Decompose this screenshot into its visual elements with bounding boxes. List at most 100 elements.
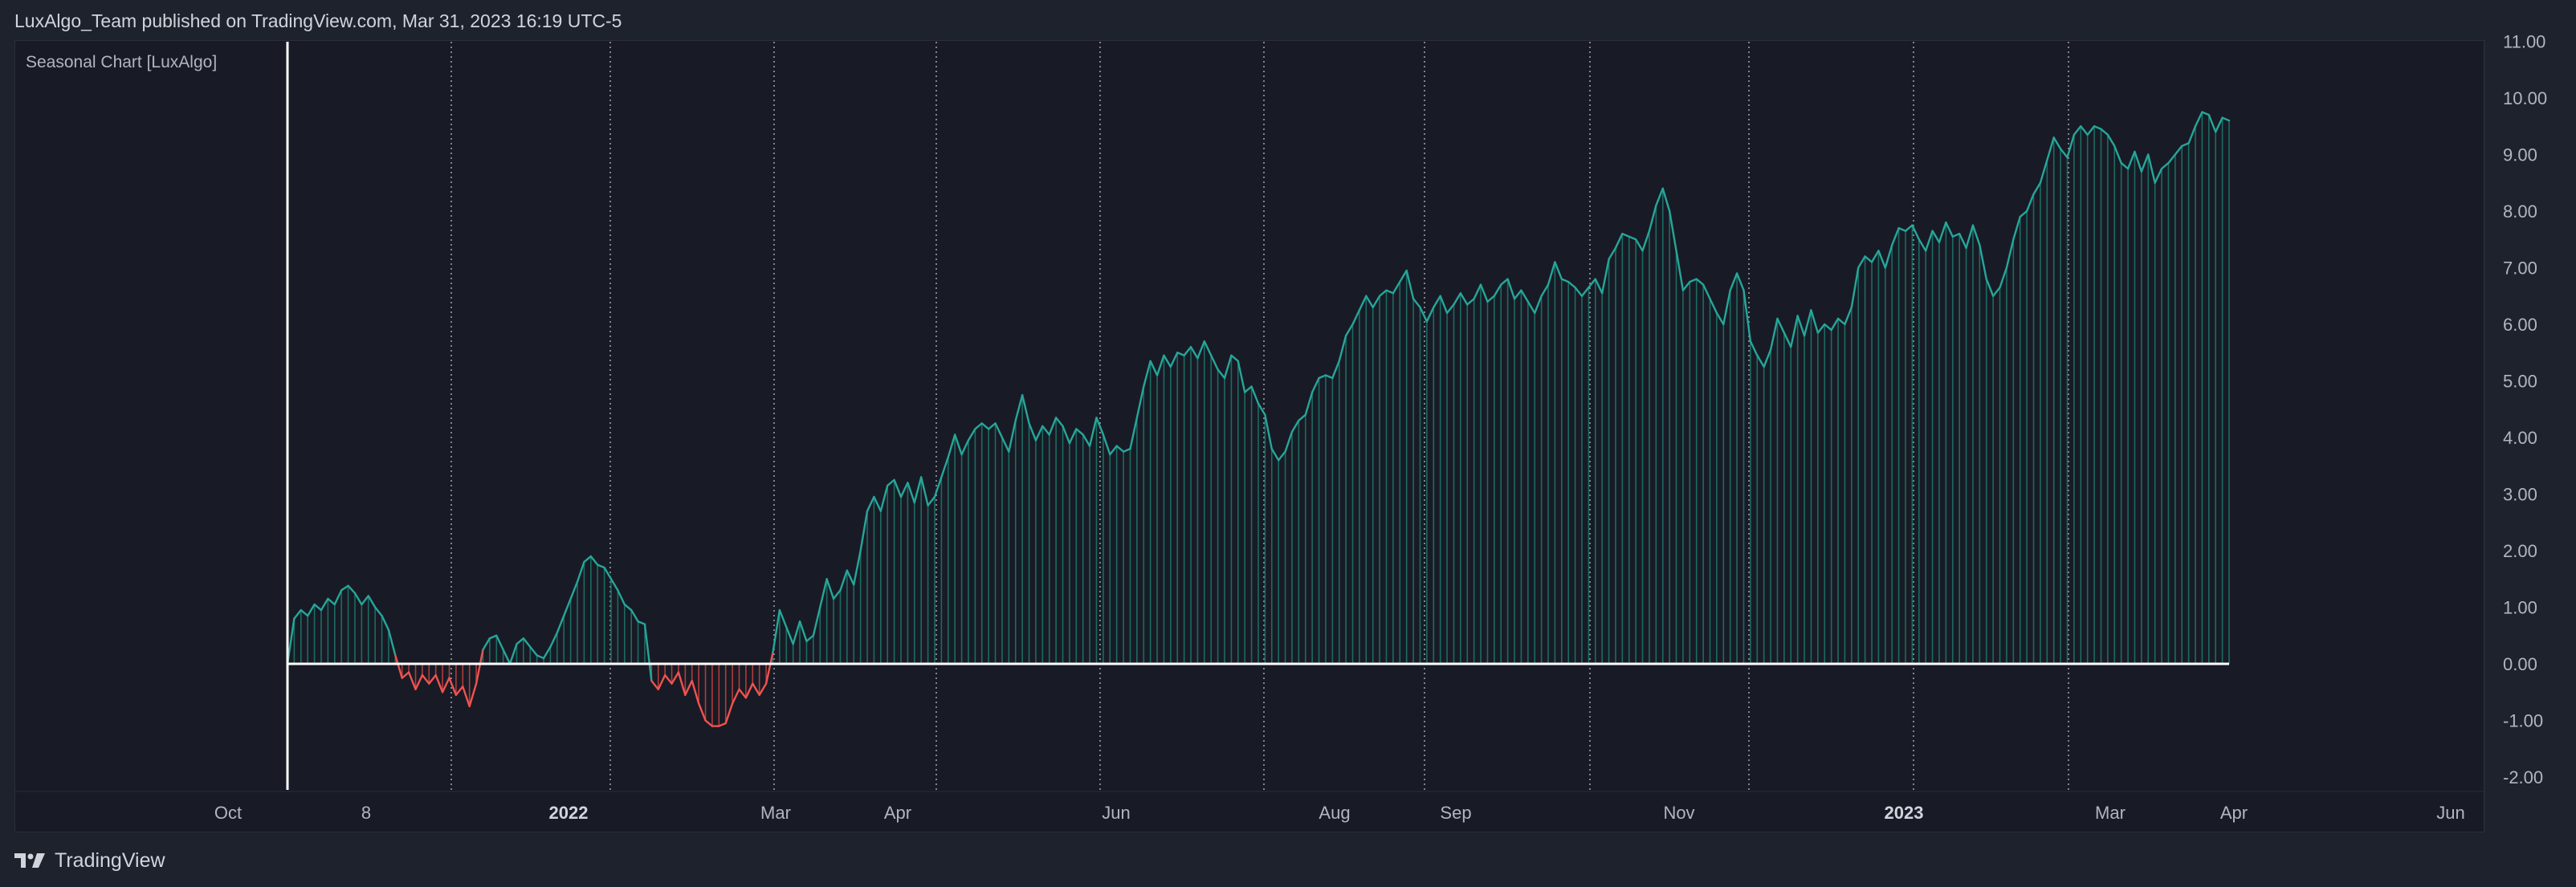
series-line-segment: [2147, 153, 2156, 184]
x-tick-label: Jun: [1102, 803, 1130, 823]
series-line-segment: [2194, 111, 2203, 128]
series-line-segment: [1803, 309, 1812, 337]
series-line-segment: [772, 608, 781, 654]
series-line-segment: [542, 645, 552, 660]
series-line-segment: [1756, 354, 1765, 368]
series-line-segment: [2221, 116, 2231, 122]
tradingview-logo[interactable]: TradingView: [13, 844, 165, 877]
series-line-segment: [2039, 159, 2048, 184]
series-line-segment: [1965, 224, 1975, 250]
series-line-segment: [1918, 238, 1927, 252]
series-line-segment: [987, 422, 997, 430]
tradingview-brand: TradingView: [55, 848, 165, 872]
series-line-segment: [1580, 286, 1590, 297]
series-line-segment: [1870, 250, 1880, 263]
series-line-segment: [387, 629, 397, 657]
series-line-segment: [2059, 148, 2069, 159]
series-line-segment: [2140, 153, 2150, 173]
series-line-segment: [1290, 419, 1300, 433]
series-line-segment: [1453, 292, 1462, 306]
series-line-segment: [1526, 300, 1536, 315]
series-line-segment: [899, 482, 909, 498]
series-line-segment: [1513, 289, 1522, 300]
series-line-segment: [609, 578, 619, 592]
series-line-segment: [2086, 125, 2096, 136]
y-tick-label: -2.00: [2503, 767, 2543, 787]
header-bar: LuxAlgo_Team published on TradingView.co…: [0, 0, 2576, 42]
series-line-segment: [1392, 280, 1401, 295]
series-line-segment: [1310, 376, 1320, 393]
series-line-segment: [1540, 283, 1550, 297]
series-line-segment: [448, 677, 458, 696]
series-line-segment: [2073, 125, 2082, 136]
series-line-segment: [300, 608, 309, 617]
series-line-segment: [1284, 430, 1294, 453]
indicator-legend-label[interactable]: Seasonal Chart [LuxAlgo]: [26, 53, 218, 71]
x-tick-label: Apr: [2220, 803, 2248, 823]
series-line-segment: [1742, 289, 1752, 343]
series-line-segment: [785, 625, 794, 645]
series-line-segment: [623, 603, 633, 612]
series-line-segment: [657, 673, 666, 690]
series-line-segment: [2093, 125, 2102, 130]
x-tick-label: Mar: [760, 803, 791, 823]
series-line-segment: [1769, 317, 1779, 351]
series-line-segment: [1230, 354, 1240, 363]
series-line-segment: [1790, 315, 1799, 348]
series-line-segment: [1588, 278, 1596, 289]
y-tick-label: 9.00: [2503, 145, 2537, 165]
series-line-segment: [1041, 425, 1050, 436]
series-line-segment: [2025, 193, 2035, 213]
series-line-segment: [2187, 125, 2197, 144]
series-line-segment: [1897, 226, 1907, 232]
chart-pane[interactable]: [14, 40, 2484, 832]
y-tick-label: 6.00: [2503, 315, 2537, 335]
series-line-segment: [1621, 233, 1630, 238]
x-tick-label: 8: [361, 803, 371, 823]
series-line-segment: [462, 686, 471, 708]
y-tick-label: -1.00: [2503, 711, 2543, 731]
series-line-segment: [1176, 352, 1185, 356]
series-line-segment: [522, 637, 532, 649]
series-line-segment: [549, 632, 559, 649]
series-line-segment: [454, 686, 464, 696]
series-line-segment: [1971, 224, 1981, 246]
series-line-segment: [2134, 150, 2143, 173]
series-line-segment: [691, 679, 700, 705]
series-line-segment: [1183, 346, 1192, 356]
y-axis[interactable]: 11.00 10.00 9.00 8.00 7.00 6.00 5.00 4.00 3.00 2.…: [2503, 32, 2547, 788]
series-line-segment: [421, 673, 430, 685]
series-line-segment: [1824, 323, 1832, 332]
series-line-segment: [1702, 283, 1711, 300]
series-line-segment: [940, 456, 949, 478]
series-line-segment: [441, 677, 450, 694]
publication-info: LuxAlgo_Team published on TradingView.co…: [14, 10, 622, 31]
series-line-segment: [373, 606, 383, 617]
series-line-segment: [1210, 354, 1219, 371]
series-line-segment: [1223, 354, 1233, 380]
series-line-segment: [1493, 283, 1502, 297]
series-line-segment: [327, 597, 336, 606]
y-tick-label: 0.00: [2503, 654, 2537, 674]
x-axis[interactable]: Oct 8 2022 Mar Apr Jun Aug Sep Nov 2023 Mar Apr Jun: [214, 803, 2465, 823]
series-line-segment: [1614, 233, 1624, 250]
series-line-segment: [1088, 417, 1098, 447]
series-line-segment: [495, 634, 504, 651]
series-line-segment: [2113, 144, 2122, 165]
series-line-segment: [353, 592, 363, 606]
series-line-segment: [839, 569, 849, 592]
series-line-segment: [1776, 317, 1786, 334]
series-line-segment: [1722, 289, 1731, 326]
y-tick-label: 4.00: [2503, 428, 2537, 448]
series-line-segment: [414, 673, 424, 690]
series-line-segment: [468, 682, 478, 708]
series-line-segment: [1378, 289, 1388, 297]
series-line-segment: [333, 589, 343, 606]
series-line-segment: [637, 620, 646, 625]
series-line-segment: [805, 634, 815, 642]
y-tick-label: 11.00: [2503, 32, 2545, 52]
series-line-segment: [1689, 278, 1698, 283]
series-line-segment: [306, 603, 316, 617]
series-line-segment: [2080, 125, 2089, 136]
series-line-segment: [1028, 422, 1037, 441]
